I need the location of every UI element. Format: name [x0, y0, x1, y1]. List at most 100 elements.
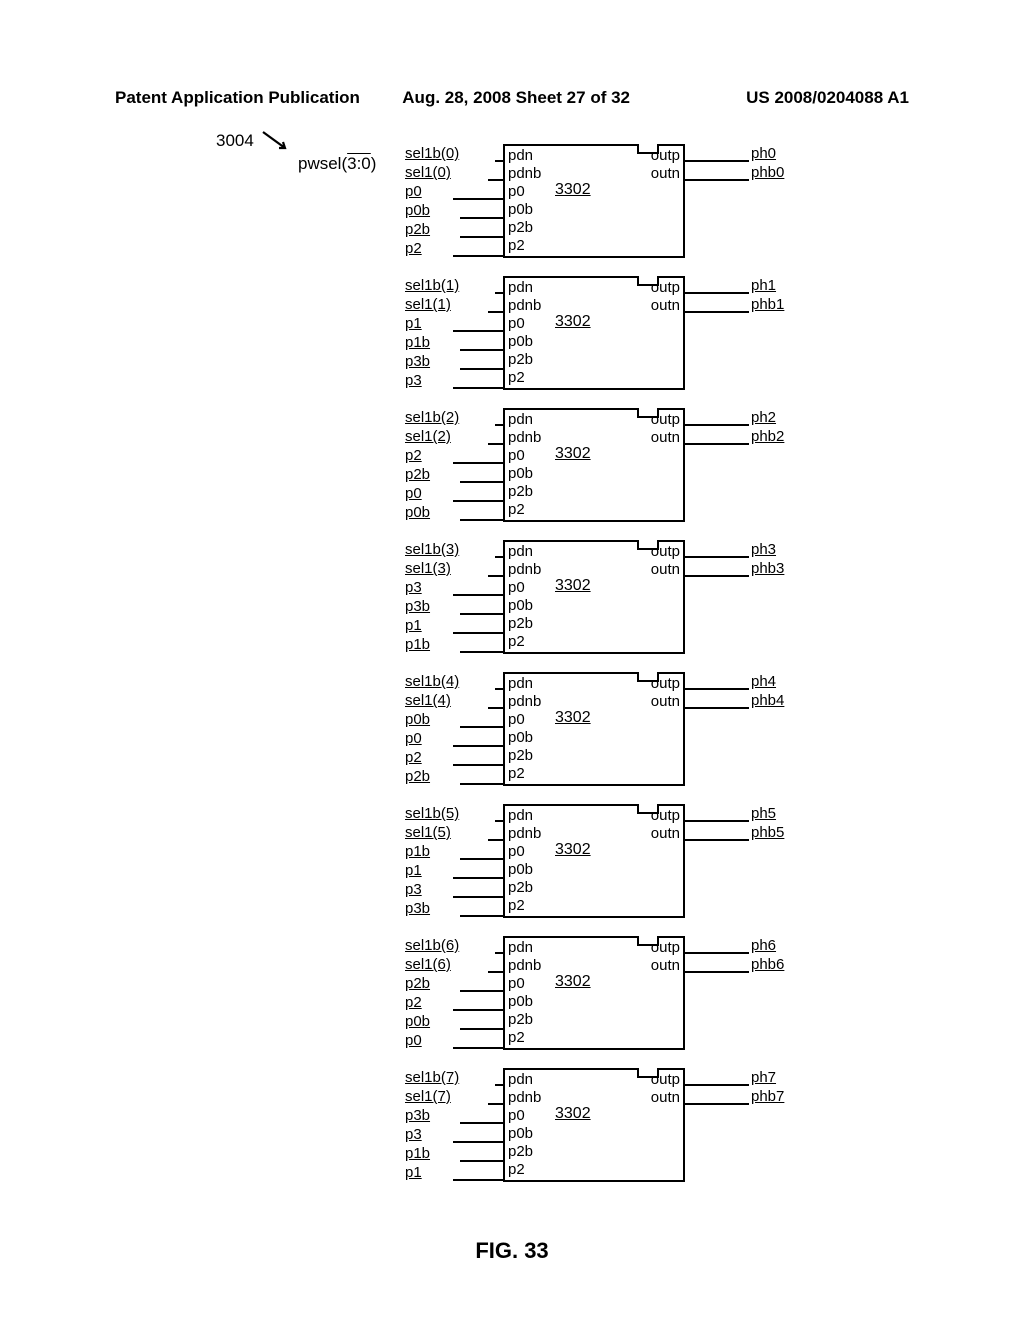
pin-label-left: p2 — [508, 502, 525, 517]
wire-line — [495, 556, 503, 558]
mux-block: pdnpdnbp0p0bp2bp2outpoutn3302 — [503, 1068, 685, 1182]
input-signal-label: p0b — [405, 1014, 430, 1029]
header-left: Patent Application Publication — [115, 88, 360, 108]
input-signal-label: p1 — [405, 1165, 422, 1180]
mux-block: pdnpdnbp0p0bp2bp2outpoutn3302 — [503, 804, 685, 918]
pin-label-right: outp — [651, 412, 680, 427]
wire-line — [453, 387, 503, 389]
input-signal-label: sel1b(1) — [405, 278, 459, 293]
pin-label-left: p0 — [508, 844, 525, 859]
pin-label-left: pdn — [508, 676, 533, 691]
output-wire-group: ph7 phb7 — [685, 1068, 825, 1106]
wire-line — [685, 971, 749, 973]
output-signal-label: phb7 — [751, 1089, 784, 1104]
bus-prefix: pwsel( — [298, 154, 347, 173]
mux-block: pdnpdnbp0p0bp2bp2outpoutn3302 — [503, 408, 685, 522]
input-wire: sel1b(2) — [405, 408, 503, 427]
pin-label-right: outp — [651, 148, 680, 163]
wire-line — [460, 481, 503, 483]
input-wire: p1b — [405, 842, 503, 861]
output-wire: ph7 — [685, 1068, 825, 1087]
pin-label-left: p0b — [508, 598, 533, 613]
wire-line — [495, 952, 503, 954]
input-wire-group: sel1b(5)sel1(5)p1bp1p3p3b — [405, 804, 503, 918]
input-wire: p3 — [405, 1125, 503, 1144]
pin-label-right: outn — [651, 562, 680, 577]
pin-label-left: p2 — [508, 634, 525, 649]
input-signal-label: p3 — [405, 1127, 422, 1142]
input-wire: sel1(6) — [405, 955, 503, 974]
input-signal-label: sel1(3) — [405, 561, 451, 576]
output-wire-group: ph6phb6 — [685, 936, 825, 974]
input-signal-label: p1b — [405, 844, 430, 859]
block-id: 3302 — [555, 446, 591, 462]
input-wire: sel1b(5) — [405, 804, 503, 823]
header-right: US 2008/0204088 A1 — [746, 88, 909, 108]
pin-label-right: outp — [651, 1072, 680, 1087]
block-id: 3302 — [555, 842, 591, 858]
block-row: sel1b(0)sel1(0)p0p0bp2bp2pdnpdnbp0p0bp2b… — [405, 144, 825, 258]
input-wire: sel1(0) — [405, 163, 503, 182]
input-wire: p0b — [405, 201, 503, 220]
output-wire-group: ph3 phb3 — [685, 540, 825, 578]
wire-line — [488, 311, 503, 313]
output-wire: ph6 — [685, 936, 825, 955]
wire-line — [453, 198, 503, 200]
output-wire: phb4 — [685, 691, 825, 710]
input-wire: sel1b(4) — [405, 672, 503, 691]
output-signal-label: ph6 — [751, 938, 776, 953]
input-wire: p1b — [405, 1144, 503, 1163]
wire-line — [453, 255, 503, 257]
bus-overline: 3:0 — [347, 154, 371, 173]
input-signal-label: p1b — [405, 335, 430, 350]
input-wire: p1 — [405, 314, 503, 333]
input-wire: p2b — [405, 465, 503, 484]
block-array: sel1b(0)sel1(0)p0p0bp2bp2pdnpdnbp0p0bp2b… — [405, 144, 825, 1200]
input-wire: sel1(5) — [405, 823, 503, 842]
pin-label-right: outn — [651, 958, 680, 973]
input-wire-group: sel1b(2)sel1(2)p2p2bp0p0b — [405, 408, 503, 522]
input-wire-group: sel1b(3)sel1(3)p3p3bp1p1b — [405, 540, 503, 654]
input-signal-label: p2b — [405, 769, 430, 784]
input-signal-label: p0b — [405, 712, 430, 727]
output-wire: phb1 — [685, 295, 825, 314]
wire-line — [495, 688, 503, 690]
input-wire: sel1b(0) — [405, 144, 503, 163]
mux-block: pdnpdnbp0p0bp2bp2outpoutn3302 — [503, 144, 685, 258]
bus-suffix: ) — [371, 154, 377, 173]
wire-line — [460, 1122, 503, 1124]
output-wire: phb0 — [685, 163, 825, 182]
pin-label-left: pdn — [508, 148, 533, 163]
output-wire-group: ph2phb2 — [685, 408, 825, 446]
block-row: sel1b(7)sel1(7)p3bp3p1bp1pdnpdnbp0p0bp2b… — [405, 1068, 825, 1182]
pin-label-left: pdn — [508, 544, 533, 559]
wire-line — [488, 575, 503, 577]
mux-block: pdnpdnbp0p0bp2bp2outpoutn3302 — [503, 276, 685, 390]
input-signal-label: p2 — [405, 241, 422, 256]
input-signal-label: sel1b(7) — [405, 1070, 459, 1085]
pin-label-left: p0b — [508, 334, 533, 349]
input-signal-label: p3 — [405, 882, 422, 897]
output-wire: ph3 — [685, 540, 825, 559]
input-signal-label: sel1b(4) — [405, 674, 459, 689]
block-id: 3302 — [555, 314, 591, 330]
output-signal-label: phb5 — [751, 825, 784, 840]
input-wire: p2 — [405, 748, 503, 767]
pin-label-left: p2 — [508, 766, 525, 781]
wire-line — [453, 462, 503, 464]
output-signal-label: phb3 — [751, 561, 784, 576]
input-wire: sel1b(7) — [405, 1068, 503, 1087]
output-signal-label: phb2 — [751, 429, 784, 444]
pin-label-left: p2b — [508, 748, 533, 763]
input-signal-label: sel1b(5) — [405, 806, 459, 821]
pin-label-left: pdnb — [508, 1090, 541, 1105]
output-wire: phb7 — [685, 1087, 825, 1106]
pin-label-left: pdnb — [508, 694, 541, 709]
pin-label-right: outn — [651, 1090, 680, 1105]
wire-line — [453, 1141, 503, 1143]
input-signal-label: p3b — [405, 354, 430, 369]
input-wire: sel1b(6) — [405, 936, 503, 955]
input-signal-label: p3 — [405, 373, 422, 388]
input-signal-label: p0 — [405, 1033, 422, 1048]
wire-line — [685, 179, 749, 181]
